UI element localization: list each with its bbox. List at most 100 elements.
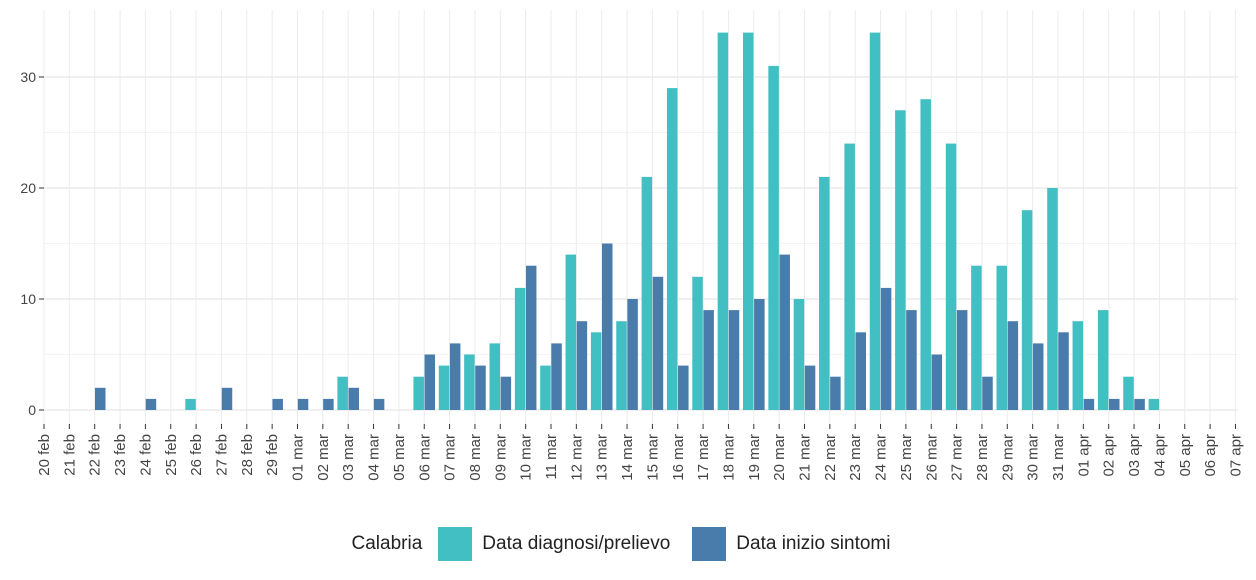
bar-sintomi-29 [779, 254, 790, 410]
bar-sintomi-20 [551, 343, 562, 410]
x-tick-label: 06 apr [1202, 434, 1219, 477]
bar-diagnosi-34 [895, 110, 906, 411]
bar-sintomi-11 [323, 398, 334, 410]
bar-diagnosi-44 [1148, 398, 1160, 410]
x-tick-label: 03 mar [340, 434, 357, 481]
bar-diagnosi-20 [540, 365, 551, 410]
bar-sintomi-27 [728, 310, 740, 410]
bar-diagnosi-40 [1047, 188, 1058, 410]
bar-diagnosi-29 [768, 65, 779, 411]
x-tick-label: 23 mar [847, 434, 864, 481]
bar-sintomi-32 [855, 332, 866, 410]
bar-diagnosi-24 [641, 176, 653, 410]
bar-sintomi-28 [754, 299, 765, 410]
bar-sintomi-39 [1032, 343, 1044, 410]
bar-sintomi-15 [424, 354, 436, 410]
bar-sintomi-40 [1058, 332, 1069, 410]
bar-diagnosi-12 [337, 376, 348, 410]
bar-sintomi-2 [95, 387, 106, 410]
y-tick-label: 10 [20, 291, 36, 307]
bar-sintomi-7 [221, 387, 233, 410]
bar-chart: 0 10 20 30 20 feb 21 feb 22 feb 23 feb 24 feb 25… [20, 10, 1244, 481]
x-tick-label: 24 mar [873, 434, 890, 481]
bars [95, 32, 1160, 411]
legend-item-diagnosi: Data diagnosi/prelievo [438, 527, 670, 561]
x-tick-label: 02 mar [315, 434, 332, 481]
bar-sintomi-37 [982, 376, 993, 410]
x-tick-label: 13 mar [594, 434, 611, 481]
x-tick-label: 27 feb [213, 434, 230, 476]
x-tick-label: 22 mar [822, 434, 839, 481]
x-tick-label: 18 mar [720, 434, 737, 481]
y-tick-label: 0 [28, 402, 36, 418]
x-tick-label: 07 apr [1227, 434, 1244, 477]
bar-diagnosi-28 [743, 32, 754, 410]
bar-diagnosi-21 [565, 254, 577, 410]
x-tick-label: 29 feb [264, 434, 281, 476]
bar-sintomi-10 [297, 398, 309, 410]
bar-diagnosi-26 [692, 276, 703, 410]
y-axis: 0 10 20 30 [20, 69, 44, 418]
legend-label-diagnosi: Data diagnosi/prelievo [482, 533, 671, 554]
x-tick-label: 20 feb [36, 434, 53, 476]
x-tick-label: 28 feb [239, 434, 256, 476]
bar-sintomi-23 [627, 299, 638, 410]
x-tick-label: 11 mar [543, 434, 560, 480]
bar-diagnosi-18 [489, 343, 500, 410]
bar-sintomi-9 [272, 398, 283, 410]
bar-diagnosi-6 [185, 398, 196, 410]
bar-diagnosi-25 [666, 88, 678, 410]
bar-diagnosi-32 [844, 143, 855, 410]
bar-diagnosi-42 [1097, 310, 1109, 410]
bar-sintomi-36 [956, 310, 968, 410]
bar-diagnosi-15 [413, 376, 424, 410]
x-tick-label: 03 apr [1126, 434, 1143, 477]
x-tick-label: 25 feb [163, 434, 180, 476]
bar-sintomi-21 [576, 321, 588, 410]
bar-diagnosi-17 [464, 354, 475, 410]
x-axis: 20 feb 21 feb 22 feb 23 feb 24 feb 25 feb 26 f… [36, 424, 1244, 481]
x-tick-label: 17 mar [695, 434, 712, 481]
bar-diagnosi-39 [1021, 210, 1033, 410]
bar-sintomi-25 [678, 365, 689, 410]
x-tick-label: 15 mar [644, 434, 661, 481]
bar-sintomi-42 [1109, 398, 1120, 410]
x-tick-label: 16 mar [670, 434, 687, 481]
bar-sintomi-30 [804, 365, 816, 410]
bar-diagnosi-41 [1072, 321, 1084, 410]
bar-sintomi-38 [1007, 321, 1019, 410]
bar-sintomi-33 [880, 287, 892, 410]
x-tick-label: 28 mar [974, 434, 991, 481]
bar-diagnosi-19 [514, 287, 526, 410]
bar-sintomi-31 [830, 376, 841, 410]
bar-sintomi-26 [703, 310, 714, 410]
x-tick-label: 22 feb [87, 434, 104, 476]
bar-diagnosi-33 [869, 32, 881, 410]
x-tick-label: 21 mar [797, 434, 814, 481]
legend-swatch-diagnosi [438, 527, 473, 561]
x-tick-label: 23 feb [112, 434, 129, 476]
bar-sintomi-16 [449, 343, 461, 410]
bar-sintomi-4 [145, 398, 157, 410]
x-tick-label: 01 apr [1075, 434, 1092, 477]
bar-sintomi-13 [373, 398, 385, 410]
bar-sintomi-17 [475, 365, 486, 410]
x-tick-label: 02 apr [1101, 434, 1118, 477]
bar-sintomi-18 [500, 376, 512, 410]
x-tick-label: 09 mar [492, 434, 509, 481]
x-tick-label: 05 apr [1177, 434, 1194, 477]
legend-label-sintomi: Data inizio sintomi [736, 533, 891, 554]
legend: Calabria Data diagnosi/prelievo Data ini… [0, 524, 1256, 564]
x-tick-label: 24 feb [137, 434, 154, 476]
x-tick-label: 12 mar [568, 434, 585, 481]
bar-diagnosi-35 [920, 99, 931, 410]
legend-item-sintomi: Data inizio sintomi [692, 527, 890, 561]
x-tick-label: 26 feb [188, 434, 205, 476]
x-tick-label: 25 mar [898, 434, 915, 481]
legend-title: Calabria [351, 533, 423, 554]
x-tick-label: 07 mar [442, 434, 459, 481]
x-tick-label: 29 mar [999, 434, 1016, 481]
bar-diagnosi-37 [971, 265, 982, 410]
x-tick-label: 06 mar [416, 434, 433, 481]
bar-sintomi-19 [525, 265, 537, 410]
